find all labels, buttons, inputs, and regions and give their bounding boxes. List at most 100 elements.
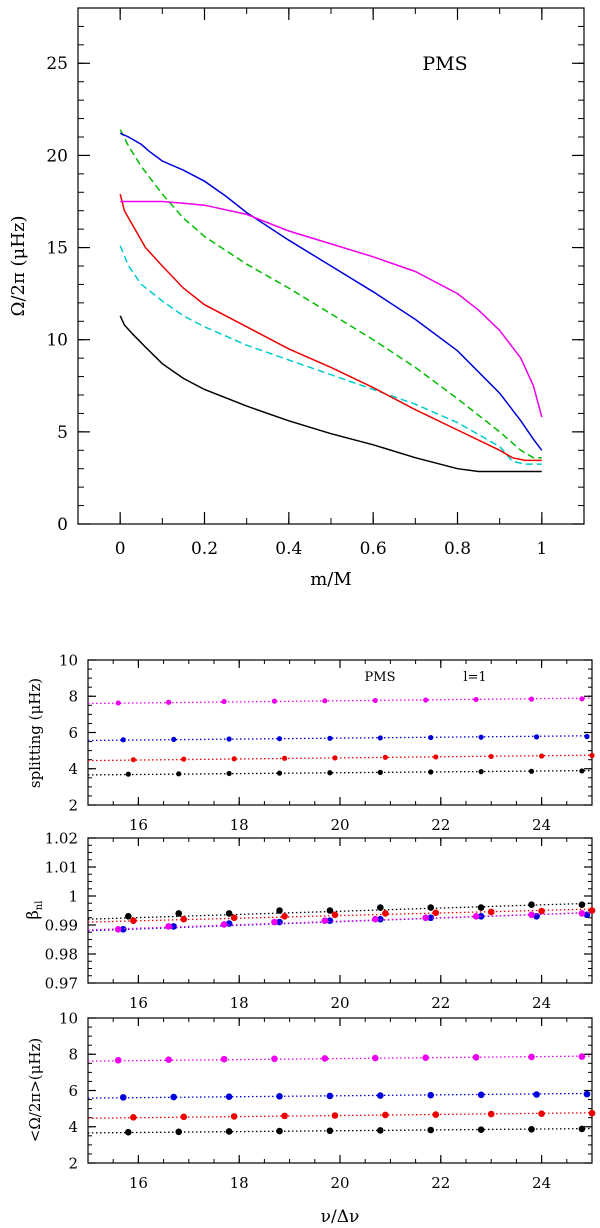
data-point-red [231, 756, 237, 762]
series-line-cyan [119, 245, 542, 465]
data-point-red [331, 911, 339, 919]
axis-ticks [87, 659, 593, 806]
data-point-red [539, 753, 545, 759]
y-axis-label: Ω/2π (μHz) [8, 216, 29, 317]
y-tick-label: 2 [68, 796, 78, 814]
x-tick-label: 16 [129, 994, 148, 1012]
x-tick-label: 20 [330, 994, 349, 1012]
data-point-magenta [271, 918, 278, 926]
data-point-red [230, 1113, 238, 1120]
data-point-red [487, 908, 495, 916]
series-lines [119, 129, 543, 473]
x-tick-label: 18 [230, 1174, 249, 1192]
data-point-black [225, 910, 233, 917]
panel-annotation: PMS [422, 53, 467, 75]
x-tick-label: 20 [330, 816, 349, 834]
data-point-red [588, 907, 596, 914]
y-tick-label: 0.97 [45, 974, 78, 992]
data-point-blue [225, 1093, 233, 1100]
x-tick-label: 0.2 [191, 539, 218, 559]
data-point-magenta [528, 1053, 535, 1061]
x-tick-label: 24 [532, 816, 551, 834]
data-point-magenta [115, 700, 121, 706]
data-point-magenta [321, 917, 329, 924]
data-point-blue [120, 737, 126, 743]
y-tick-label: 8 [68, 688, 78, 706]
fit-line-red [87, 754, 593, 762]
data-point-blue [119, 1094, 127, 1101]
x-tick-label: 20 [330, 1174, 349, 1192]
data-point-blue [377, 735, 383, 741]
data-point-black [175, 1128, 183, 1136]
fit-line-black [87, 902, 593, 920]
y-tick-label: 4 [68, 760, 78, 778]
fit-line-red [87, 1112, 593, 1119]
data-point-red [230, 914, 238, 922]
data-point-magenta [371, 915, 379, 923]
data-point-magenta [472, 913, 480, 920]
y-axis-label: <Ω/2π>(μHz) [26, 1038, 44, 1142]
data-point-black [428, 769, 434, 775]
data-point-magenta [322, 698, 328, 704]
x-tick-label: 16 [129, 816, 148, 834]
data-point-black [579, 768, 585, 774]
data-point-magenta [271, 698, 278, 704]
y-tick-label: 6 [68, 1082, 78, 1100]
data-point-blue [427, 1091, 435, 1099]
x-axis-label: m/M [310, 569, 352, 590]
data-point-black [427, 904, 435, 911]
data-point-red [382, 754, 388, 760]
data-point-red [433, 754, 439, 760]
y-tick-label: 5 [57, 423, 68, 443]
data-point-black [175, 910, 183, 917]
data-point-magenta [221, 698, 227, 705]
data-point-magenta [166, 699, 172, 705]
y-tick-label: 20 [46, 146, 68, 166]
series-line-red [119, 193, 542, 462]
data-point-red [487, 1110, 495, 1118]
fit-line-black [87, 1127, 593, 1134]
x-tick-label: 16 [129, 1174, 148, 1192]
y-tick-label: 0.98 [45, 945, 78, 963]
data-point-blue [170, 923, 177, 930]
data-point-blue [276, 736, 283, 742]
x-tick-label: 22 [431, 994, 450, 1012]
series-line-blue [119, 132, 543, 451]
data-point-red [181, 756, 187, 762]
data-point-red [432, 909, 440, 917]
data-point-red [281, 1112, 288, 1120]
data-point-magenta [271, 1055, 278, 1063]
data-point-black [377, 904, 384, 911]
data-point-blue [326, 917, 334, 924]
data-point-red [130, 757, 136, 763]
data-point-magenta [165, 1056, 172, 1063]
x-tick-label: 24 [532, 994, 551, 1012]
fit-line-blue [87, 1092, 593, 1099]
x-tick-label: 22 [431, 816, 450, 834]
data-point-black [528, 768, 535, 774]
fit-line-blue [87, 735, 593, 742]
data-point-magenta [578, 910, 586, 917]
data-point-red [331, 1112, 339, 1119]
axis-ticks [87, 1017, 593, 1164]
data-point-blue [533, 913, 540, 920]
data-point-red [281, 913, 288, 920]
data-point-blue [533, 734, 540, 740]
data-point-blue [428, 734, 434, 741]
data-point-magenta [372, 697, 378, 704]
series-points [87, 696, 595, 777]
series-line-magenta [120, 200, 543, 418]
data-point-blue [327, 735, 333, 741]
y-tick-label: 10 [59, 651, 78, 669]
data-point-black [578, 1125, 586, 1133]
y-tick-label: 2 [68, 1154, 78, 1172]
x-tick-label: 24 [532, 1174, 551, 1192]
data-point-blue [377, 1092, 384, 1099]
y-tick-label: 0 [57, 515, 68, 535]
data-point-black [276, 770, 283, 776]
x-tick-label: 22 [431, 1174, 450, 1192]
data-point-blue [225, 920, 233, 927]
x-tick-label: 0.6 [360, 539, 387, 559]
